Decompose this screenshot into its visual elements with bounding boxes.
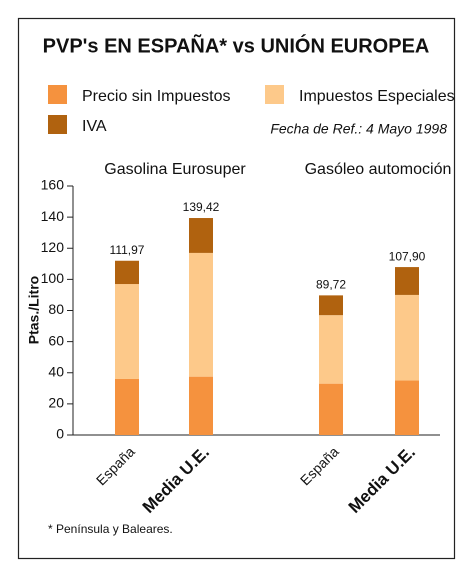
x-tick-label: España xyxy=(297,443,342,488)
legend-label: Impuestos Especiales xyxy=(299,88,455,105)
bar-segment xyxy=(319,383,343,435)
y-tick-label: 140 xyxy=(41,208,65,224)
legend-swatch xyxy=(265,85,284,104)
legend-label: IVA xyxy=(82,118,107,135)
total-label: 139,42 xyxy=(183,200,220,214)
bar-segment xyxy=(115,260,139,285)
y-axis-label: Ptas./Litro xyxy=(26,276,42,344)
bar-segment xyxy=(395,267,419,295)
y-tick-label: 40 xyxy=(48,363,64,379)
legend-label: Precio sin Impuestos xyxy=(82,88,231,105)
y-tick-label: 120 xyxy=(41,239,65,255)
total-label: 111,97 xyxy=(110,243,145,257)
bar-segment xyxy=(319,315,343,384)
note: Fecha de Ref.: 4 Mayo 1998 xyxy=(270,121,447,137)
legend-swatch xyxy=(48,115,67,134)
bar-segment xyxy=(319,295,343,316)
total-label: 107,90 xyxy=(389,249,426,263)
x-tick-label: Media U.E. xyxy=(139,443,213,517)
y-tick-label: 60 xyxy=(48,332,64,348)
legend-swatch xyxy=(48,85,67,104)
y-tick-label: 160 xyxy=(41,177,65,193)
group-label: Gasóleo automoción xyxy=(305,161,452,178)
x-tick-label: España xyxy=(93,443,138,488)
chart-title: PVP's EN ESPAÑA* vs UNIÓN EUROPEA xyxy=(43,33,430,57)
y-tick-label: 100 xyxy=(41,270,65,286)
y-tick-label: 20 xyxy=(48,395,64,411)
bar-segment xyxy=(189,252,213,377)
x-tick-label: Media U.E. xyxy=(345,443,419,517)
bar-segment xyxy=(115,378,139,435)
total-label: 89,72 xyxy=(316,278,346,292)
bar-segment xyxy=(189,218,213,253)
bar-segment xyxy=(189,376,213,435)
bar-segment xyxy=(395,294,419,381)
frame xyxy=(17,17,456,560)
footnote: * Península y Baleares. xyxy=(48,522,173,536)
y-tick-label: 80 xyxy=(48,301,64,317)
bar-segment xyxy=(395,380,419,435)
y-tick-label: 0 xyxy=(56,426,64,442)
group-label: Gasolina Eurosuper xyxy=(104,161,246,178)
bar-segment xyxy=(115,284,139,379)
